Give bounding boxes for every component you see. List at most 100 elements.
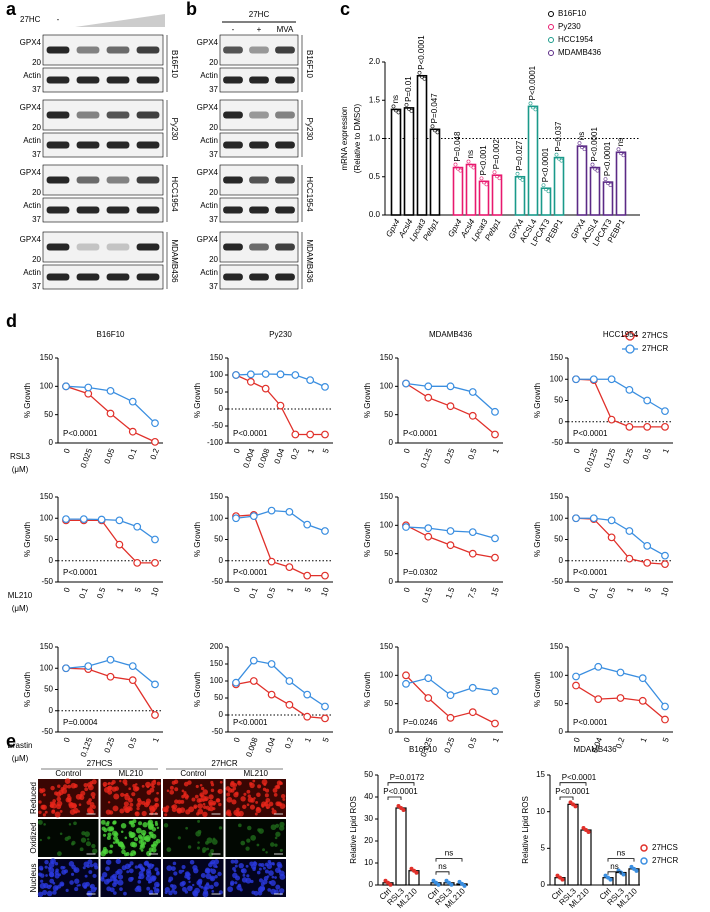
cell-signal — [148, 889, 154, 895]
cell-signal — [264, 793, 269, 798]
cell-signal — [106, 878, 111, 883]
cell-signal — [80, 790, 86, 796]
legend-marker — [548, 50, 554, 56]
cell-signal — [274, 876, 277, 879]
cell-signal — [119, 779, 122, 783]
blot-band — [136, 206, 160, 214]
marker-label: 37 — [209, 215, 218, 224]
cell-signal — [146, 886, 151, 891]
cell-signal — [236, 807, 240, 812]
data-point — [321, 430, 329, 439]
cell-signal — [67, 784, 72, 789]
cell-signal — [166, 789, 170, 792]
cell-signal — [273, 793, 278, 797]
data-point — [572, 681, 580, 690]
cell-signal — [134, 837, 139, 842]
cell-signal — [146, 871, 152, 877]
cell-signal — [128, 831, 133, 835]
y-tick-label: 50 — [44, 535, 53, 544]
replicate-dot — [621, 153, 626, 158]
cell-signal — [144, 836, 151, 843]
y-axis-label: mRNA expression — [340, 106, 349, 170]
data-point — [424, 393, 433, 402]
replicate-dot — [430, 124, 435, 129]
cell-signal — [218, 802, 222, 807]
y-tick-label: 0.5 — [369, 172, 381, 181]
blot-band — [275, 273, 295, 281]
x-tick-label: 1 — [115, 586, 125, 594]
cell-signal — [119, 808, 125, 814]
x-tick-label: 0.2 — [283, 736, 295, 750]
data-point — [491, 430, 499, 439]
cell-signal — [89, 885, 93, 889]
replicate-dot — [409, 109, 414, 113]
cell-signal — [250, 879, 254, 884]
data-point — [424, 524, 433, 533]
cell-signal — [38, 800, 42, 804]
cell-signal — [89, 863, 94, 868]
y-axis-label: (Relative to DMSO) — [353, 103, 362, 173]
y-tick-label: 100 — [550, 374, 564, 383]
significance-label: P<0.0001 — [555, 787, 590, 796]
cell-signal — [172, 861, 177, 866]
blot-band — [46, 76, 70, 84]
y-tick-label: -50 — [551, 577, 563, 586]
replicate-dot — [531, 105, 535, 110]
cell-signal — [42, 889, 48, 896]
lane-label: - — [57, 15, 60, 24]
data-point — [303, 520, 312, 529]
blot-band — [275, 243, 295, 251]
y-tick-label: 100 — [40, 663, 54, 672]
blot-band — [46, 46, 70, 54]
y-tick-label: 150 — [210, 492, 224, 501]
cell-signal — [87, 784, 94, 791]
blot-band — [136, 46, 160, 54]
panel-label: c — [340, 0, 350, 19]
cell-signal — [43, 823, 46, 826]
replicate-dot — [417, 70, 422, 75]
cell-signal — [129, 853, 134, 857]
bar-annotation: P<0.0001 — [590, 127, 599, 162]
data-point — [106, 672, 115, 681]
cell-signal — [258, 867, 262, 871]
y-tick-label: 100 — [40, 513, 54, 522]
data-point — [661, 715, 669, 724]
protein-label: GPX4 — [20, 235, 42, 244]
cell-signal — [208, 852, 213, 857]
cell-signal — [131, 835, 134, 838]
x-axis-label: (μM) — [12, 604, 29, 613]
data-point — [625, 385, 634, 394]
data-point — [276, 370, 285, 379]
cell-signal — [196, 846, 201, 850]
chart-title: B16F10 — [96, 330, 125, 339]
cell-signal — [112, 873, 118, 879]
cell-signal — [218, 826, 223, 830]
cell-signal — [112, 820, 117, 825]
cell-signal — [206, 847, 210, 851]
cell-signal — [49, 878, 55, 884]
data-point — [402, 379, 410, 388]
x-axis-label: ML210 — [8, 591, 33, 600]
x-tick-label: 1 — [306, 447, 316, 455]
cell-line-label: HCC1954 — [305, 176, 314, 212]
data-point — [491, 534, 499, 543]
cell-signal — [74, 878, 80, 884]
x-tick-label: 0.25 — [621, 447, 635, 465]
cell-signal — [91, 779, 97, 785]
cell-signal — [218, 890, 223, 895]
cell-signal — [181, 789, 185, 793]
cell-signal — [262, 866, 266, 870]
cell-signal — [93, 862, 98, 868]
cell-signal — [179, 881, 185, 887]
cell-signal — [258, 828, 264, 834]
x-tick-label: 5 — [643, 586, 653, 594]
x-tick-label: 0 — [402, 586, 412, 594]
y-tick-label: 40 — [364, 792, 373, 801]
y-axis-label: % Growth — [193, 383, 202, 418]
cell-signal — [192, 890, 198, 896]
column-label: Control — [55, 769, 81, 778]
data-point — [572, 672, 580, 681]
cell-signal — [217, 788, 223, 795]
cell-signal — [192, 864, 198, 871]
x-tick-label: 0.008 — [244, 736, 259, 758]
